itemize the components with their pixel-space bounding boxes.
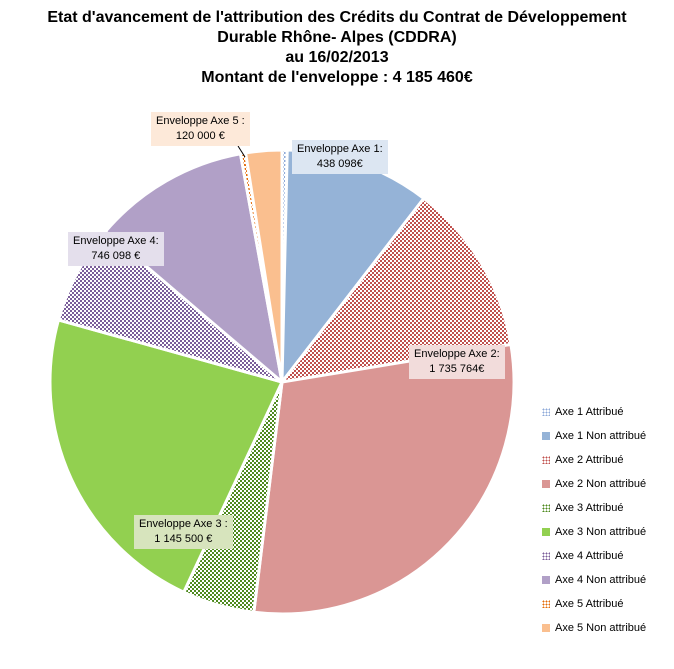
legend-item-axe-1-non-attribu: Axe 1 Non attribué: [542, 424, 646, 448]
pie-slice-axe-3-non-attribu: [48, 318, 284, 594]
legend-label: Axe 4 Non attribué: [555, 574, 647, 586]
legend-item-axe-1-attribu: Axe 1 Attribué: [542, 400, 646, 424]
callout-axe-2-value: 1 735 764€: [429, 363, 485, 375]
legend-swatch: [542, 480, 550, 488]
legend-swatch: [542, 456, 550, 464]
legend-label: Axe 4 Attribué: [555, 550, 624, 562]
legend-swatch: [542, 504, 550, 512]
legend-item-axe-2-attribu: Axe 2 Attribué: [542, 448, 646, 472]
pie-slice-axe-4-non-attribu: [103, 152, 284, 384]
pie-slice-axe-5-non-attribu: [244, 148, 284, 384]
legend-swatch: [542, 408, 550, 416]
callout-axe-5: Enveloppe Axe 5 : 120 000 €: [151, 112, 250, 146]
legend-label: Axe 5 Non attribué: [555, 622, 647, 634]
legend-item-axe-3-attribu: Axe 3 Attribué: [542, 496, 646, 520]
title-line-2: Durable Rhône- Alpes (CDDRA): [217, 29, 457, 46]
legend-label: Axe 2 Non attribué: [555, 478, 647, 490]
legend-label: Axe 1 Attribué: [555, 406, 624, 418]
legend-item-axe-5-non-attribu: Axe 5 Non attribué: [542, 616, 646, 640]
callout-axe-3-value: 1 145 500 €: [154, 533, 213, 545]
title-line-1: Etat d'avancement de l'attribution des C…: [47, 9, 627, 26]
pie-slice-axe-2-attribu: [280, 196, 513, 384]
callout-leaders: [237, 145, 246, 158]
legend-label: Axe 1 Non attribué: [555, 430, 647, 442]
legend-label: Axe 3 Non attribué: [555, 526, 647, 538]
legend-item-axe-4-non-attribu: Axe 4 Non attribué: [542, 568, 646, 592]
legend-label: Axe 3 Attribué: [555, 502, 624, 514]
callout-axe-1-label: Enveloppe Axe 1:: [297, 143, 383, 155]
chart-legend: Axe 1 Attribué Axe 1 Non attribué Axe 2 At…: [542, 400, 646, 640]
callout-axe-5-value: 120 000 €: [175, 130, 225, 142]
legend-swatch: [542, 432, 550, 440]
chart-title: Etat d'avancement de l'attribution des C…: [0, 8, 674, 88]
title-line-3: au 16/02/2013: [285, 49, 389, 66]
callout-axe-3: Enveloppe Axe 3 : 1 145 500 €: [134, 515, 233, 549]
callout-axe-1-value: 438 098€: [316, 158, 363, 170]
callout-axe-2-label: Enveloppe Axe 2:: [414, 348, 500, 360]
legend-swatch: [542, 624, 550, 632]
callout-axe-4-label: Enveloppe Axe 4:: [73, 235, 159, 247]
legend-label: Axe 5 Attribué: [555, 598, 624, 610]
legend-item-axe-5-attribu: Axe 5 Attribué: [542, 592, 646, 616]
legend-label: Axe 2 Attribué: [555, 454, 624, 466]
callout-axe-4: Enveloppe Axe 4: 746 098 €: [68, 232, 164, 266]
callout-axe-5-leader: [237, 145, 246, 158]
callout-axe-3-label: Enveloppe Axe 3 :: [139, 518, 228, 530]
pie-slices: [48, 148, 516, 616]
legend-swatch: [542, 528, 550, 536]
pie-slice-axe-2-non-attribu: [252, 342, 516, 616]
legend-item-axe-2-non-attribu: Axe 2 Non attribué: [542, 472, 646, 496]
legend-swatch: [542, 552, 550, 560]
callout-axe-4-value: 746 098 €: [91, 250, 141, 262]
legend-swatch: [542, 576, 550, 584]
legend-item-axe-3-non-attribu: Axe 3 Non attribué: [542, 520, 646, 544]
legend-swatch: [542, 600, 550, 608]
legend-item-axe-4-attribu: Axe 4 Attribué: [542, 544, 646, 568]
callout-axe-1: Enveloppe Axe 1: 438 098€: [292, 140, 388, 174]
title-line-4: Montant de l'enveloppe : 4 185 460€: [201, 69, 473, 86]
callout-axe-2: Enveloppe Axe 2: 1 735 764€: [409, 345, 505, 379]
callout-axe-5-label: Enveloppe Axe 5 :: [156, 115, 245, 127]
